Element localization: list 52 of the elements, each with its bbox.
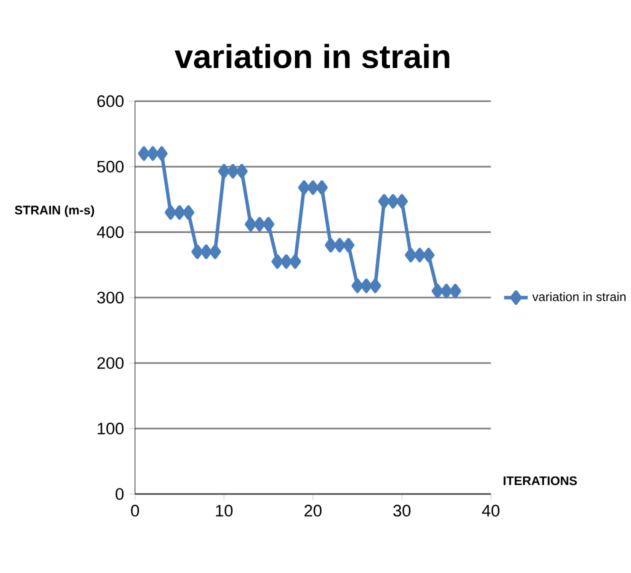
point [289, 254, 302, 269]
point [432, 284, 444, 298]
point [307, 180, 319, 195]
point [218, 164, 230, 179]
point [262, 217, 274, 232]
point [369, 278, 382, 294]
point [138, 146, 150, 161]
x-axis-title: ITERATIONS [504, 476, 577, 486]
point [440, 284, 452, 298]
point [271, 254, 284, 269]
point [244, 217, 257, 232]
y-tick-label: 600 [97, 95, 124, 108]
point [422, 248, 434, 262]
y-tick-label: 500 [97, 160, 124, 173]
point [360, 278, 372, 294]
point [449, 284, 462, 298]
point [342, 238, 354, 253]
y-axis-title: STRAIN (m-s) [14, 205, 94, 218]
x-tick-label: 20 [304, 504, 322, 517]
point [236, 164, 248, 179]
point [280, 254, 292, 269]
y-tick-label: 0 [116, 488, 124, 500]
chart-title: variation in strain [174, 44, 450, 68]
point [387, 194, 399, 209]
x-tick-label: 40 [482, 504, 500, 517]
point [164, 205, 176, 220]
x-tick-label: 10 [216, 504, 233, 517]
point [174, 205, 186, 220]
point [334, 238, 346, 253]
point [182, 205, 194, 220]
point [378, 194, 390, 209]
point [191, 244, 204, 260]
legend-label: variation in strain [532, 292, 626, 302]
point [209, 244, 221, 260]
y-tick-label: 300 [97, 292, 124, 304]
point [298, 180, 310, 195]
y-tick-label: 400 [96, 226, 124, 238]
y-tick-label: 100 [98, 422, 124, 435]
point [156, 146, 168, 161]
point [146, 146, 159, 161]
point [316, 180, 328, 195]
x-tick-label: 30 [393, 504, 410, 517]
point [226, 164, 239, 179]
x-tick-label: 0 [131, 504, 139, 517]
point [396, 194, 408, 209]
point [324, 238, 337, 253]
y-tick-label: 200 [97, 357, 124, 370]
point [254, 217, 266, 232]
point [404, 248, 417, 262]
point [352, 278, 364, 294]
point [414, 248, 426, 262]
point [200, 244, 212, 260]
